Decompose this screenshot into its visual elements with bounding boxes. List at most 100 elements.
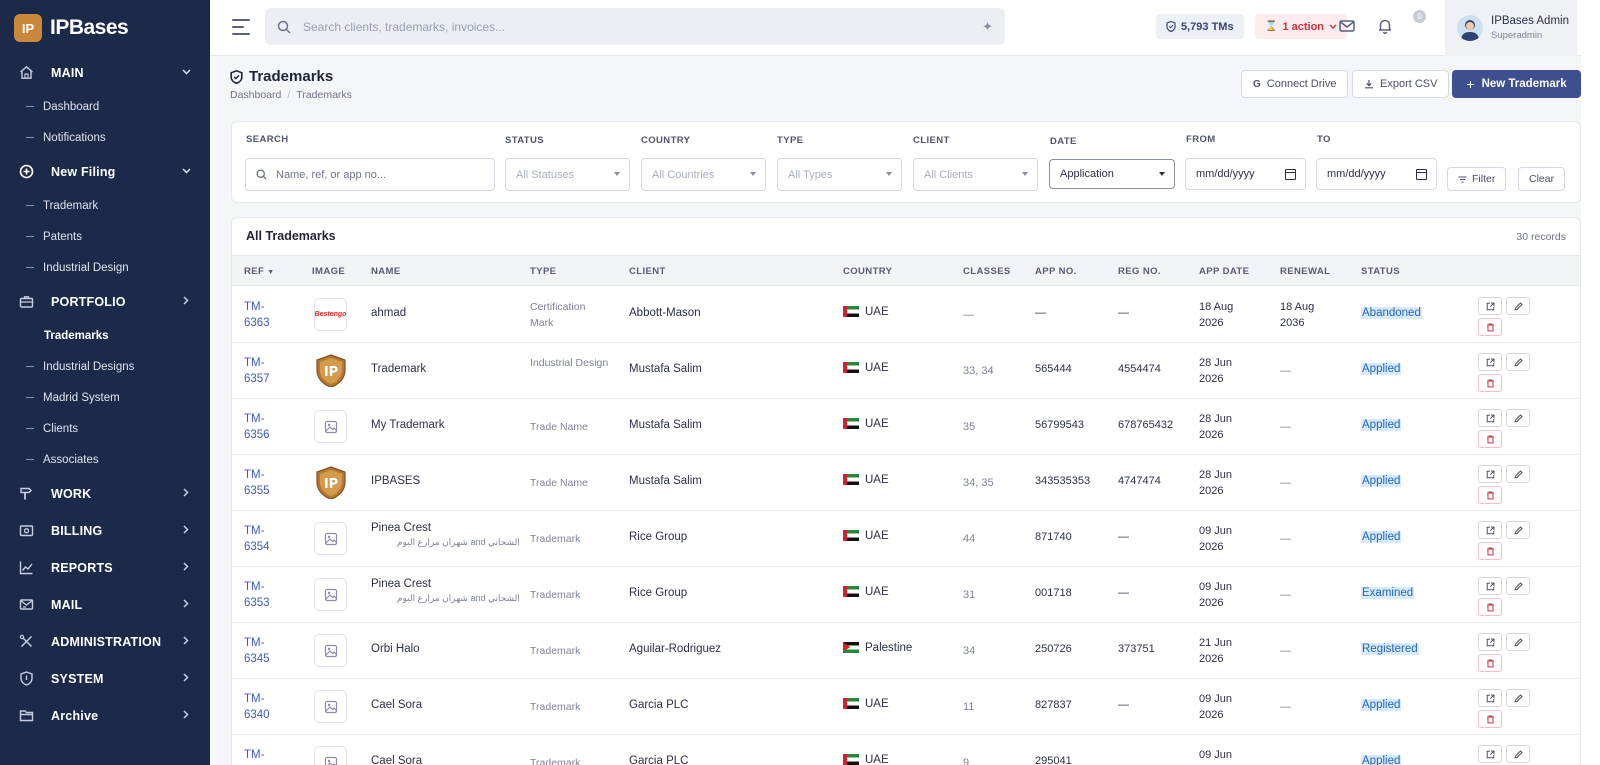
global-search-input[interactable] [303, 19, 943, 34]
brand-logo[interactable]: IP IPBases [0, 0, 210, 56]
clear-button[interactable]: Clear [1518, 167, 1566, 191]
ai-sparkle-icon[interactable]: ✦ [982, 19, 993, 34]
image-placeholder-icon[interactable] [314, 690, 347, 723]
edit-button[interactable] [1506, 633, 1530, 651]
open-external-button[interactable] [1478, 409, 1502, 427]
trademark-image-bestengo[interactable]: Bestengo [314, 298, 347, 331]
from-date-input[interactable]: mm/dd/yyyy [1185, 158, 1306, 190]
delete-button[interactable] [1478, 318, 1502, 336]
trademark-image-ip-shield[interactable]: IP [314, 354, 347, 387]
search-filter-input[interactable]: Name, ref, or app no... [245, 158, 495, 191]
sidebar-item-patents[interactable]: Patents [0, 221, 210, 252]
edit-button[interactable] [1506, 465, 1530, 483]
table-row[interactable]: TM- 6355 IP IPBASES Trade Name Mustafa S… [232, 455, 1580, 511]
open-external-button[interactable] [1478, 465, 1502, 483]
trademark-ref-link[interactable]: TM- 6353 [244, 579, 270, 611]
calendar-icon[interactable] [1285, 169, 1296, 180]
sidebar-section-work[interactable]: WORK [0, 475, 210, 512]
sidebar-item-madrid-system[interactable]: Madrid System [0, 382, 210, 413]
sidebar-item-trademark[interactable]: Trademark [0, 190, 210, 221]
delete-button[interactable] [1478, 542, 1502, 560]
table-row[interactable]: TM- 6356 My Trademark Trade Name Mustafa… [232, 399, 1580, 455]
client-filter-select[interactable]: All Clients [913, 158, 1038, 191]
trademark-ref-link[interactable]: TM- 6357 [244, 355, 270, 387]
table-row[interactable]: TM- 6357 IP Trademark Industrial Design … [232, 343, 1580, 399]
edit-button[interactable] [1506, 745, 1530, 763]
open-external-button[interactable] [1478, 353, 1502, 371]
edit-button[interactable] [1506, 409, 1530, 427]
trademark-ref-link[interactable]: TM- 6354 [244, 523, 270, 555]
sidebar-section-billing[interactable]: BILLING [0, 512, 210, 549]
column-header-ref[interactable]: REF ▼ [244, 266, 275, 277]
action-dropdown[interactable]: ⌛ 1 action [1255, 14, 1348, 39]
delete-button[interactable] [1478, 486, 1502, 504]
sidebar-item-notifications[interactable]: Notifications [0, 122, 210, 153]
sidebar-item-dashboard[interactable]: Dashboard [0, 91, 210, 122]
delete-button[interactable] [1478, 374, 1502, 392]
sidebar-item-trademarks[interactable]: Trademarks [44, 329, 109, 342]
sidebar-item-industrial-design[interactable]: Industrial Design [0, 252, 210, 283]
delete-button[interactable] [1478, 710, 1502, 728]
edit-button[interactable] [1506, 689, 1530, 707]
sort-desc-icon[interactable]: ▼ [267, 269, 275, 276]
table-row[interactable]: TM- 6354 Pinea Crest شهران مزارع اليوم a… [232, 511, 1580, 567]
filter-button[interactable]: Filter [1447, 167, 1507, 191]
open-external-button[interactable] [1478, 745, 1502, 763]
trademark-ref-link[interactable]: TM- 6340 [244, 691, 270, 723]
sidebar-item-associates[interactable]: Associates [0, 444, 210, 475]
open-external-button[interactable] [1478, 689, 1502, 707]
image-placeholder-icon[interactable] [314, 522, 347, 555]
mail-icon[interactable] [1338, 17, 1358, 37]
sidebar-item-clients[interactable]: Clients [0, 413, 210, 444]
country-filter-select[interactable]: All Countries [641, 158, 766, 191]
trademark-ref-link[interactable]: TM- 6356 [244, 411, 270, 443]
open-external-button[interactable] [1478, 297, 1502, 315]
image-placeholder-icon[interactable] [314, 746, 347, 765]
sidebar-section-mail[interactable]: MAIL [0, 586, 210, 623]
sidebar-section-reports[interactable]: REPORTS [0, 549, 210, 586]
table-row[interactable]: TM- 6353 Pinea Crest شهران مزارع اليوم a… [232, 567, 1580, 623]
trademark-ref-link[interactable]: TM- 6363 [244, 299, 270, 331]
trademark-ref-link[interactable]: TM- [244, 747, 264, 763]
trademark-image-ip-shield[interactable]: IP [314, 466, 347, 499]
open-external-button[interactable] [1478, 521, 1502, 539]
menu-toggle-icon[interactable] [232, 19, 250, 35]
open-external-button[interactable] [1478, 633, 1502, 651]
new-trademark-button[interactable]: + New Trademark [1452, 70, 1581, 98]
sidebar-section-portfolio[interactable]: PORTFOLIO [0, 283, 210, 320]
image-placeholder-icon[interactable] [314, 634, 347, 667]
type-filter-select[interactable]: All Types [777, 158, 902, 191]
export-csv-button[interactable]: Export CSV [1352, 70, 1450, 98]
edit-button[interactable] [1506, 353, 1530, 371]
trademark-ref-link[interactable]: TM- 6355 [244, 467, 270, 499]
status-filter-select[interactable]: All Statuses [505, 158, 630, 191]
sidebar-item-industrial-designs[interactable]: Industrial Designs [0, 351, 210, 382]
open-external-button[interactable] [1478, 577, 1502, 595]
sidebar-section-system[interactable]: SYSTEM [0, 660, 210, 697]
edit-button[interactable] [1506, 297, 1530, 315]
delete-button[interactable] [1478, 598, 1502, 616]
tms-count-badge[interactable]: 5,793 TMs [1156, 14, 1244, 39]
image-placeholder-icon[interactable] [314, 410, 347, 443]
calendar-icon[interactable] [1416, 169, 1427, 180]
sidebar-section-administration[interactable]: ADMINISTRATION [0, 623, 210, 660]
delete-button[interactable] [1478, 430, 1502, 448]
connect-drive-button[interactable]: G Connect Drive [1241, 70, 1349, 98]
delete-button[interactable] [1478, 654, 1502, 672]
table-row[interactable]: TM- Cael Sora Trademark Garcia PLC UAE 9… [232, 735, 1580, 765]
trademark-ref-link[interactable]: TM- 6345 [244, 635, 270, 667]
edit-button[interactable] [1506, 577, 1530, 595]
sidebar-section-archive[interactable]: Archive [0, 697, 210, 734]
sidebar-section-new-filing[interactable]: New Filing [0, 153, 210, 190]
edit-button[interactable] [1506, 521, 1530, 539]
sidebar-section-main[interactable]: MAIN [0, 54, 210, 91]
to-date-input[interactable]: mm/dd/yyyy [1316, 158, 1437, 190]
image-placeholder-icon[interactable] [314, 578, 347, 611]
bell-icon[interactable] [1376, 17, 1396, 37]
breadcrumb-dashboard[interactable]: Dashboard [230, 89, 282, 101]
user-menu[interactable]: IPBases Admin Superadmin [1445, 0, 1577, 56]
date-type-select[interactable]: Application [1049, 159, 1175, 189]
table-row[interactable]: TM- 6340 Cael Sora Trademark Garcia PLC … [232, 679, 1580, 735]
table-row[interactable]: TM- 6345 Orbi Halo Trademark Aguilar-Rod… [232, 623, 1580, 679]
table-row[interactable]: TM- 6363 Bestengo ahmad Certification Ma… [232, 287, 1580, 343]
